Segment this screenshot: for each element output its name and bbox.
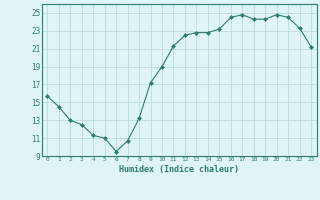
X-axis label: Humidex (Indice chaleur): Humidex (Indice chaleur) (119, 165, 239, 174)
